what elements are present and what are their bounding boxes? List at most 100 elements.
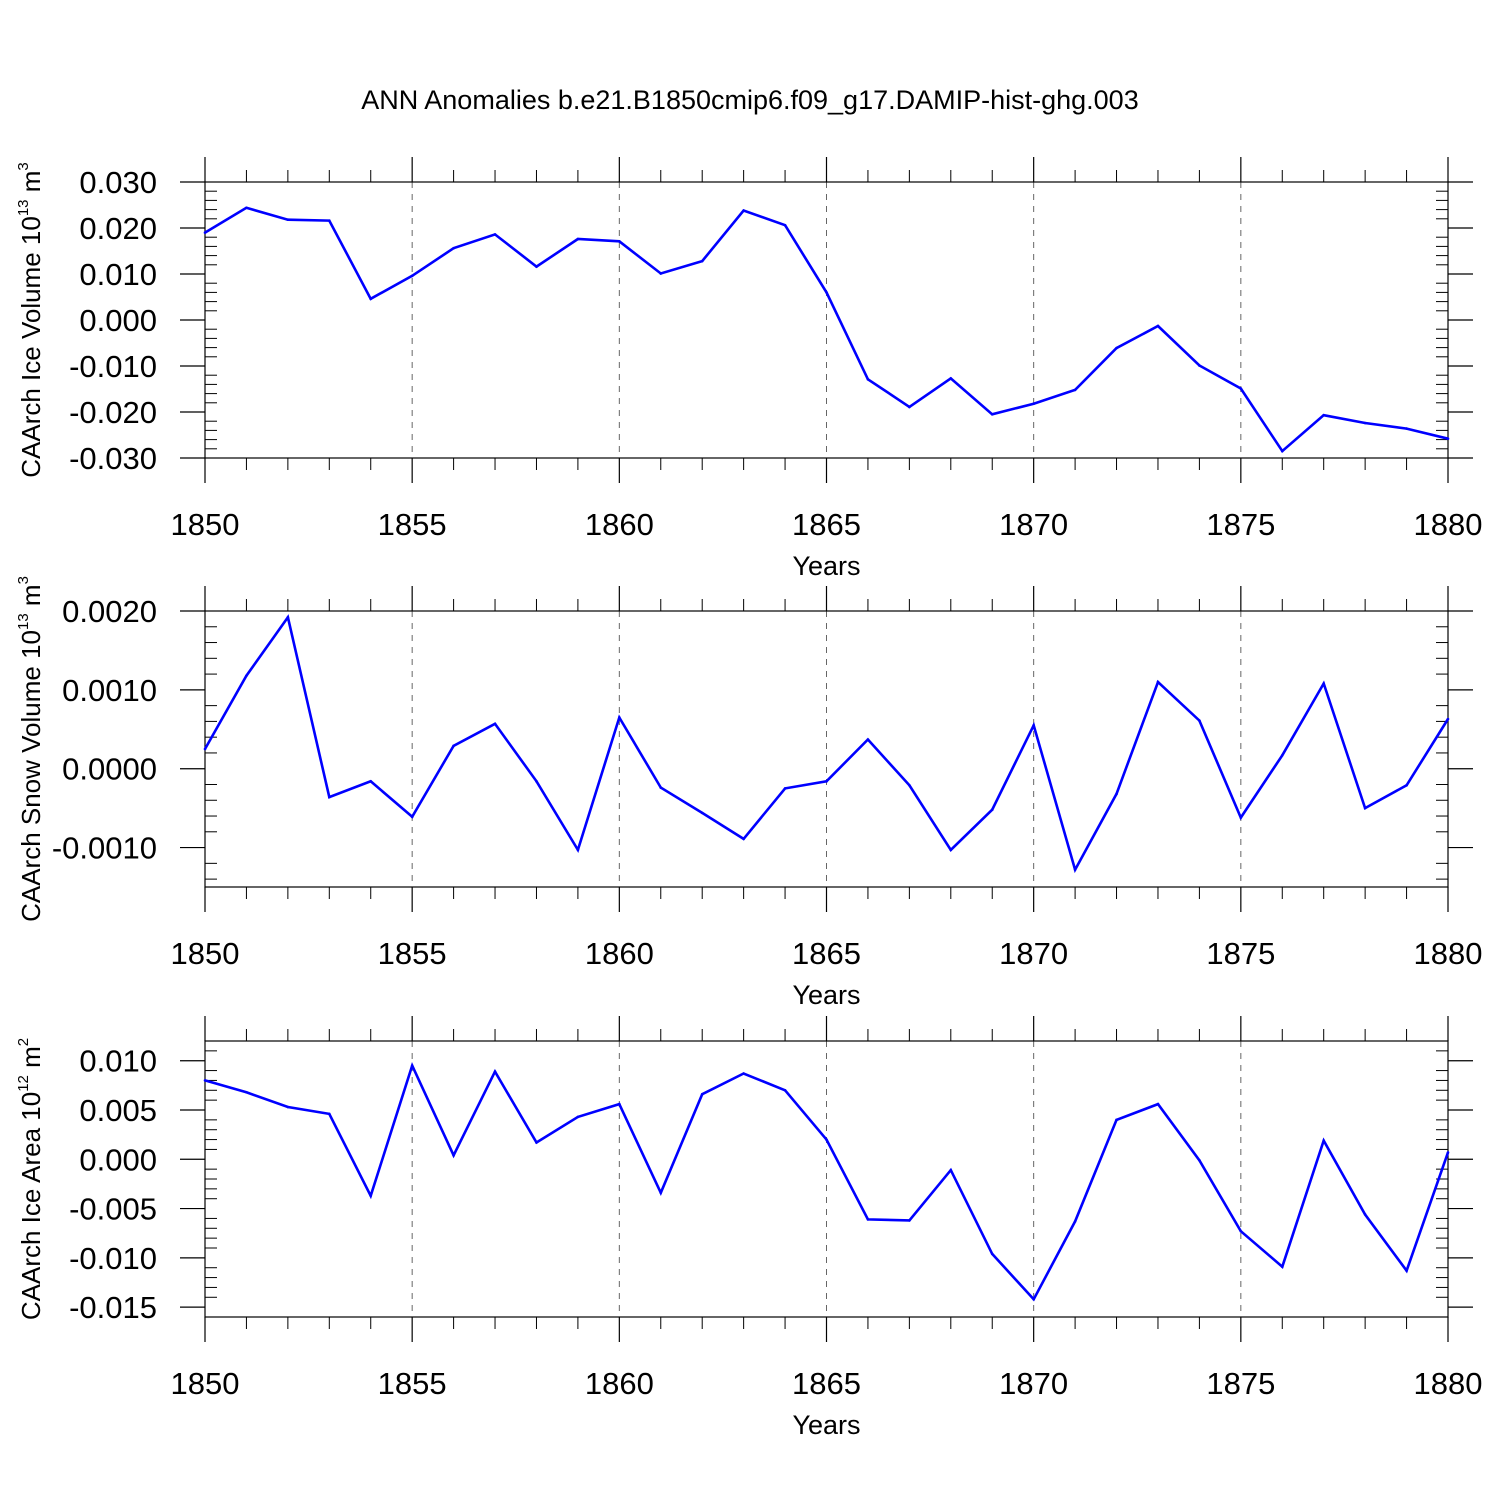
x-tick-label: 1870	[999, 936, 1068, 971]
data-point	[1073, 1220, 1077, 1223]
data-point	[1280, 754, 1284, 757]
data-point	[576, 237, 580, 241]
data-point	[328, 1112, 331, 1116]
data-point	[1446, 717, 1450, 721]
data-point	[1322, 682, 1325, 685]
data-point	[1198, 1158, 1201, 1162]
x-tick-label: 1855	[378, 936, 447, 971]
x-tick-label: 1850	[171, 936, 240, 971]
x-tick-label: 1865	[792, 936, 861, 971]
data-point	[576, 1115, 580, 1119]
data-point	[825, 291, 828, 294]
x-tick-label: 1860	[585, 507, 654, 542]
data-point	[908, 783, 911, 787]
x-axis-label: Years	[792, 980, 860, 1010]
data-point	[245, 674, 248, 677]
data-point	[1363, 421, 1367, 425]
data-point	[493, 233, 497, 236]
data-point	[286, 616, 290, 619]
data-point	[1115, 1118, 1118, 1122]
data-point	[659, 1191, 663, 1195]
data-point	[1032, 1297, 1035, 1301]
y-tick-label: 0.030	[79, 165, 157, 200]
data-point	[245, 1090, 248, 1094]
data-point	[1405, 427, 1408, 430]
data-point	[949, 377, 953, 380]
data-point	[410, 815, 414, 819]
x-tick-label: 1870	[999, 507, 1068, 542]
data-point	[1239, 387, 1243, 390]
panels: 0.030 0.020 0.010 0.000 -0.010 -0.020 -0.030 18…	[15, 157, 1482, 1440]
y-axis-label: CAArch Ice Volume 1013 m3	[15, 162, 46, 478]
y-axis-label: CAArch Ice Area 1012 m2	[15, 1038, 46, 1320]
y-tick-label: 0.010	[79, 257, 157, 292]
y-tick-label: -0.020	[69, 395, 157, 430]
data-point	[369, 780, 373, 783]
data-point	[990, 1252, 994, 1256]
data-point	[1156, 680, 1160, 684]
data-point	[949, 1168, 953, 1172]
data-point	[203, 1079, 207, 1082]
data-point	[452, 744, 455, 748]
data-point	[908, 1219, 911, 1222]
data-point	[1198, 719, 1201, 722]
data-point	[949, 848, 953, 852]
data-point	[990, 413, 994, 416]
data-point	[825, 1138, 828, 1141]
x-tick-label: 1880	[1414, 1366, 1483, 1401]
x-tick-label: 1865	[792, 1366, 861, 1401]
x-tick-label: 1875	[1206, 936, 1275, 971]
y-tick-label: -0.010	[69, 1241, 157, 1276]
panel-2: 0.0020 0.0010 0.0000 -0.0010 1850 1855 1860 186…	[15, 576, 1482, 1010]
y-tick-label: 0.0010	[62, 673, 157, 708]
x-tick-label: 1880	[1414, 507, 1483, 542]
data-point	[742, 1072, 745, 1075]
data-point	[493, 1070, 497, 1073]
y-axis-label: CAArch Snow Volume 1013 m3	[15, 576, 46, 922]
data-point	[1115, 792, 1118, 796]
chart-title: ANN Anomalies b.e21.B1850cmip6.f09_g17.D…	[361, 85, 1138, 115]
x-axis-label: Years	[792, 1410, 860, 1440]
y-tick-label: -0.015	[69, 1290, 157, 1325]
data-point	[369, 297, 373, 301]
data-point	[659, 272, 663, 275]
data-point	[410, 274, 414, 278]
y-tick-label: 0.010	[79, 1044, 157, 1079]
data-point	[783, 787, 787, 790]
data-point	[1156, 1102, 1160, 1106]
data-point	[286, 1105, 290, 1109]
x-tick-label: 1860	[585, 1366, 654, 1401]
data-point	[1239, 1229, 1243, 1233]
data-point	[535, 780, 538, 783]
y-tick-label: -0.010	[69, 349, 157, 384]
data-point	[783, 1088, 787, 1092]
data-point	[700, 259, 704, 263]
panel-3: 0.010 0.005 0.000 -0.005 -0.010 -0.015 1850 185…	[15, 1016, 1482, 1440]
data-point	[1363, 1213, 1367, 1216]
data-point	[1115, 346, 1118, 350]
data-point	[1280, 449, 1284, 453]
data-point	[535, 1141, 538, 1144]
data-point	[866, 738, 870, 741]
data-point	[1032, 402, 1035, 406]
y-tick-label: -0.030	[69, 441, 157, 476]
data-point	[825, 780, 828, 783]
data-point	[659, 786, 663, 789]
data-point	[908, 405, 911, 409]
y-tick-label: 0.020	[79, 211, 157, 246]
x-tick-label: 1860	[585, 936, 654, 971]
data-point	[700, 1092, 704, 1096]
y-tick-label: -0.0010	[52, 831, 157, 866]
x-tick-label: 1875	[1206, 507, 1275, 542]
data-point	[1239, 816, 1243, 819]
data-point	[742, 837, 745, 841]
data-point	[1405, 783, 1408, 787]
data-point	[576, 848, 580, 852]
data-point	[1363, 806, 1367, 810]
data-point	[866, 378, 870, 381]
data-point	[866, 1218, 870, 1221]
data-point	[1198, 364, 1201, 367]
x-tick-label: 1880	[1414, 936, 1483, 971]
data-point	[452, 246, 455, 250]
